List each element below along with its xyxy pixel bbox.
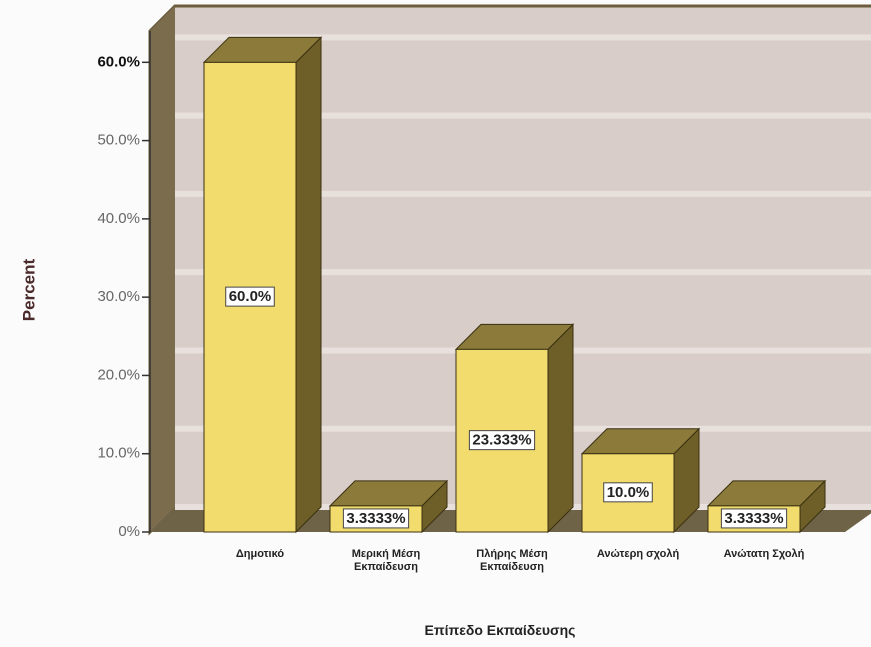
- value-label: 10.0%: [607, 484, 650, 501]
- y-tick-label: 0%: [118, 523, 140, 540]
- bar-side: [295, 36, 322, 534]
- x-tick-label: Δημοτικό: [235, 548, 285, 560]
- y-axis-title: Percent: [19, 258, 38, 321]
- bar: [580, 427, 701, 534]
- value-label: 60.0%: [229, 288, 272, 305]
- y-tick-label: 50.0%: [97, 132, 140, 149]
- value-label: 23.333%: [472, 432, 531, 449]
- bar-side: [547, 323, 574, 534]
- bar: [202, 36, 323, 534]
- x-axis-title: Επίπεδο Εκπαίδευσης: [424, 622, 576, 638]
- y-tick-label: 30.0%: [97, 288, 140, 305]
- y-tick-label: 40.0%: [97, 210, 140, 227]
- x-tick-label: Ανώτερη σχολή: [596, 548, 680, 560]
- value-label-box: [225, 286, 275, 307]
- value-label-box: [720, 508, 788, 529]
- x-tick-label: Μερική Μέση Εκπαίδευση: [351, 548, 421, 573]
- y-tick-label: 20.0%: [97, 366, 140, 383]
- value-label: 3.3333%: [724, 510, 783, 527]
- value-label-box: [603, 482, 653, 503]
- value-label-box: [342, 508, 410, 529]
- value-label-box: [468, 430, 536, 451]
- y-tick-label: 10.0%: [97, 445, 140, 462]
- value-label: 3.3333%: [346, 510, 405, 527]
- x-tick-label: Πλήρης Μέση Εκπαίδευση: [476, 548, 548, 573]
- x-tick-label: Ανώτατη Σχολή: [723, 548, 805, 560]
- side-wall: [150, 6, 175, 532]
- bar: [454, 323, 575, 534]
- y-tick-label: 60.0%: [97, 53, 140, 70]
